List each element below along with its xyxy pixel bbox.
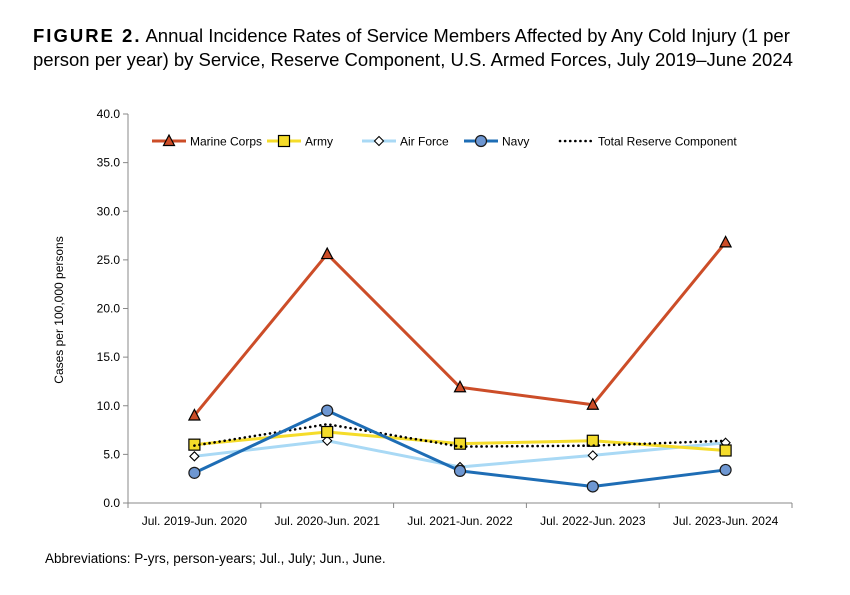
y-tick-label: 10.0: [97, 399, 121, 413]
legend-label: Army: [305, 135, 333, 149]
series-line: [193, 422, 727, 448]
legend-item: Air Force: [362, 135, 449, 149]
series-marine-corps: [187, 235, 733, 421]
data-point: [321, 425, 334, 439]
data-point: [188, 466, 201, 479]
legend-marker: [162, 133, 176, 147]
data-point: [187, 408, 201, 421]
legend-marker: [277, 134, 291, 148]
data-point: [453, 464, 467, 478]
legend-item: Navy: [464, 135, 529, 149]
chart-axes: [123, 113, 793, 508]
data-point: [321, 404, 334, 417]
chart-legend: Marine Corps Army Air Force Navy Total Reser…: [152, 133, 737, 149]
x-tick-label: Jul. 2021-Jun. 2022: [407, 514, 513, 528]
figure-label: FIGURE 2.: [33, 25, 142, 46]
legend-item: Army: [267, 135, 333, 149]
y-tick-label: 25.0: [97, 253, 121, 267]
legend-marker: [373, 135, 385, 147]
data-point: [586, 480, 599, 493]
figure-title: FIGURE 2. Annual Incidence Rates of Servi…: [33, 24, 823, 72]
footnote: Abbreviations: P-yrs, person-years; Jul.…: [45, 551, 386, 566]
legend-item: Total Reserve Component: [558, 135, 737, 149]
y-tick-label: 5.0: [103, 447, 120, 461]
y-tick-label: 20.0: [97, 302, 121, 316]
data-point: [719, 235, 733, 248]
y-axis-label: Cases per 100,000 persons: [52, 236, 66, 383]
data-point: [587, 450, 599, 461]
y-tick-labels: 0.0 5.0 10.0 15.0 20.0 25.0 30.0 35.0 40.0: [97, 107, 121, 510]
data-point: [189, 451, 200, 462]
series-navy: [188, 404, 732, 493]
legend-label: Marine Corps: [190, 135, 262, 149]
legend-label: Navy: [502, 135, 529, 149]
legend-marker: [474, 134, 488, 148]
x-tick-label: Jul. 2023-Jun. 2024: [673, 514, 779, 528]
line-chart: 0.0 5.0 10.0 15.0 20.0 25.0 30.0 35.0 40.0 Jul. …: [52, 107, 793, 528]
y-tick-label: 30.0: [97, 204, 121, 218]
series-total-reserve-component: [193, 422, 727, 448]
data-point: [320, 246, 334, 260]
x-tick-label: Jul. 2022-Jun. 2023: [540, 514, 646, 528]
y-tick-label: 40.0: [97, 107, 121, 121]
legend-item: Marine Corps: [152, 133, 262, 149]
figure-title-text: Annual Incidence Rates of Service Member…: [33, 25, 793, 70]
data-point: [586, 397, 600, 410]
legend-label: Air Force: [400, 135, 449, 149]
series-layer: [187, 235, 733, 493]
x-tick-label: Jul. 2020-Jun. 2021: [274, 514, 380, 528]
y-tick-label: 15.0: [97, 350, 121, 364]
series-army: [188, 425, 732, 457]
data-point: [719, 463, 732, 477]
data-point: [321, 435, 333, 447]
x-tick-labels: Jul. 2019-Jun. 2020 Jul. 2020-Jun. 2021 Ju…: [142, 514, 779, 528]
y-tick-label: 35.0: [97, 156, 121, 170]
legend-label: Total Reserve Component: [598, 135, 737, 149]
data-point: [453, 437, 467, 450]
y-tick-label: 0.0: [103, 496, 120, 510]
data-point: [719, 444, 732, 457]
data-point: [453, 379, 467, 393]
x-tick-label: Jul. 2019-Jun. 2020: [142, 514, 248, 528]
